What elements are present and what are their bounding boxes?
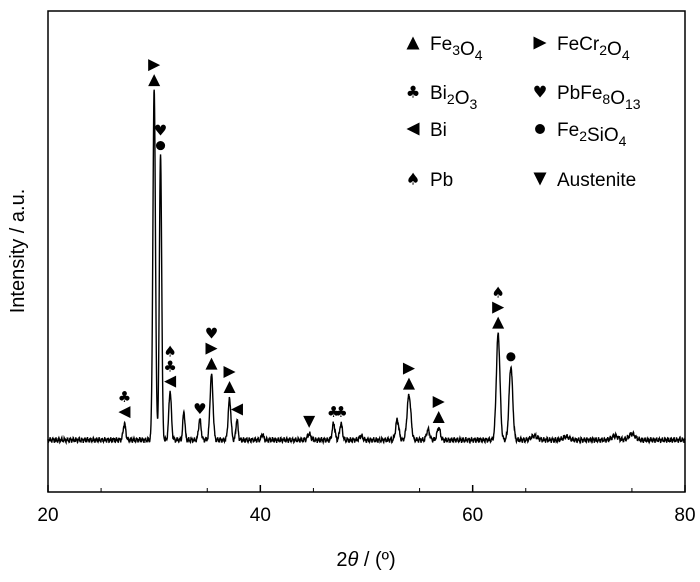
triangle-left-marker: [406, 122, 420, 136]
x-axis-ticks: 20 40 60 80: [37, 485, 696, 526]
triangle-down-marker: [533, 172, 547, 186]
x-tick-label: 20: [37, 505, 58, 526]
triangle-right-marker: [432, 396, 445, 409]
triangle-left-marker: [118, 406, 131, 419]
triangle-up-marker: [406, 36, 420, 50]
triangle-up-marker: [432, 411, 445, 424]
x-tick-label: 60: [462, 505, 483, 526]
legend-label: PbFe8O13: [557, 83, 641, 112]
triangle-right-marker: [402, 362, 415, 375]
club-marker: ♣: [334, 403, 347, 421]
pattern-line: [47, 89, 686, 446]
legend-label: Bi2O3: [430, 83, 477, 112]
triangle-right-marker: [148, 59, 161, 72]
triangle-right-marker: [223, 366, 236, 379]
spade-marker: ♠: [406, 169, 421, 188]
circle-marker: [535, 124, 545, 134]
legend-label: Fe2SiO4: [557, 120, 627, 149]
heart-marker: ♥: [533, 82, 548, 101]
heart-marker: ♥: [154, 122, 167, 140]
triangle-up-marker: [205, 357, 218, 370]
triangle-right-marker: [492, 301, 505, 314]
triangle-up-marker: [402, 377, 415, 390]
triangle-up-marker: [223, 381, 236, 394]
triangle-right-marker: [533, 36, 547, 50]
x-tick-label: 80: [674, 505, 695, 526]
heart-marker: ♥: [193, 400, 206, 418]
spade-marker: ♠: [163, 343, 176, 361]
spade-marker: ♠: [491, 284, 504, 302]
club-marker: ♣: [118, 388, 131, 406]
x-axis-title: 2θ / (º): [336, 549, 395, 571]
x-tick-label: 40: [250, 505, 271, 526]
circle-marker: [506, 352, 516, 362]
legend-label: Fe3O4: [430, 34, 483, 63]
legend-label: Pb: [430, 170, 453, 191]
club-marker: ♣: [163, 358, 176, 376]
heart-marker: ♥: [205, 325, 218, 343]
triangle-right-marker: [205, 342, 218, 355]
legend-label: Bi: [430, 120, 447, 141]
plot-frame: [47, 10, 686, 493]
triangle-left-marker: [230, 403, 243, 416]
club-marker: ♣: [406, 82, 421, 101]
y-axis-title: Intensity / a.u.: [7, 189, 29, 314]
club-marker: ♣: [327, 403, 340, 421]
circle-marker: [155, 141, 166, 151]
peak-annotations: ♣♥♣♠♥♥♣♣♠: [118, 59, 516, 428]
legend-label: FeCr2O4: [557, 34, 630, 63]
diffraction-pattern: [47, 89, 686, 446]
legend-label: Austenite: [557, 170, 636, 191]
triangle-left-marker: [164, 375, 177, 388]
triangle-down-marker: [303, 415, 316, 428]
legend: Fe3O4 FeCr2O4 ♣ Bi2O3 ♥ PbFe8O13 Bi Fe2SiO4 ♠ Pb A…: [406, 34, 641, 191]
triangle-up-marker: [492, 316, 505, 329]
triangle-up-marker: [148, 74, 161, 87]
